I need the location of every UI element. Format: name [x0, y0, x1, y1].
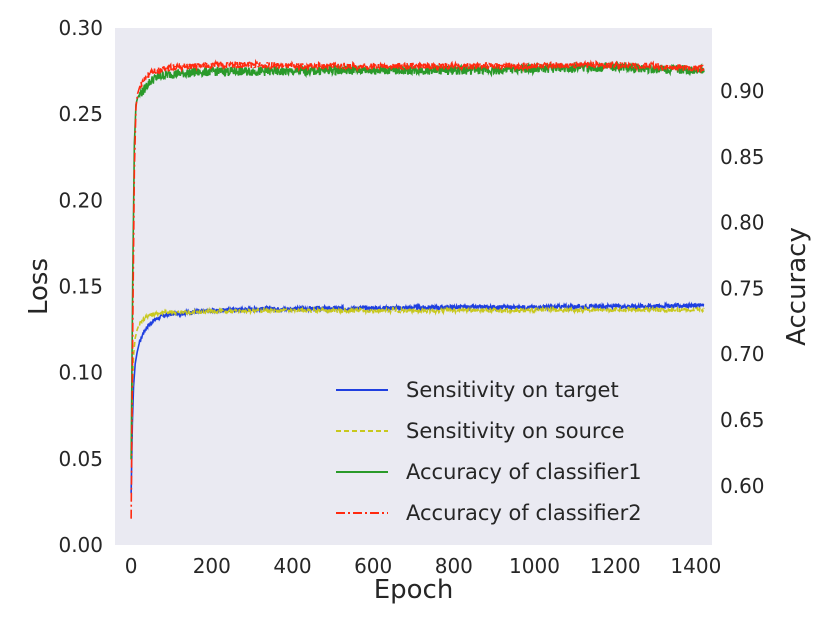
x-tick-label: 600	[354, 554, 392, 578]
legend: Sensitivity on target Sensitivity on sour…	[336, 378, 642, 525]
legend-label: Accuracy of classifier2	[406, 501, 642, 525]
y-left-tick-label: 0.15	[58, 275, 103, 299]
y-left-tick-label: 0.25	[58, 102, 103, 126]
legend-label: Sensitivity on source	[406, 419, 625, 443]
x-tick-label: 1000	[509, 554, 560, 578]
x-axis-label: Epoch	[374, 575, 454, 605]
y-axis-left-label: Loss	[24, 258, 54, 315]
y-left-tick-label: 0.10	[58, 361, 103, 385]
x-tick-label: 200	[193, 554, 231, 578]
y-left-tick-label: 0.05	[58, 447, 103, 471]
y-axis-right-label: Accuracy	[782, 227, 812, 346]
legend-label: Accuracy of classifier1	[406, 460, 642, 484]
x-tick-label: 1400	[670, 554, 721, 578]
y-right-tick-label: 0.85	[720, 145, 765, 169]
y-right-tick-label: 0.75	[720, 276, 765, 300]
x-tick-label: 400	[273, 554, 311, 578]
x-tick-label: 0	[125, 554, 138, 578]
y-left-tick-label: 0.20	[58, 188, 103, 212]
series-line	[130, 58, 705, 519]
ticks-layer: 0 200 400 600 800 1000 1200 1400 0.00 0.05 0.10 0.1…	[58, 16, 764, 578]
y-right-tick-label: 0.70	[720, 342, 765, 366]
y-left-tick-label: 0.30	[58, 16, 103, 40]
y-right-tick-label: 0.90	[720, 79, 765, 103]
x-tick-label: 1200	[590, 554, 641, 578]
y-right-tick-label: 0.80	[720, 211, 765, 235]
legend-label: Sensitivity on target	[406, 378, 619, 402]
y-right-tick-label: 0.65	[720, 408, 765, 432]
plot-area	[115, 28, 712, 545]
series-layer	[130, 58, 705, 519]
x-tick-label: 800	[435, 554, 473, 578]
y-right-tick-label: 0.60	[720, 474, 765, 498]
series-line	[130, 304, 705, 459]
y-left-tick-label: 0.00	[58, 533, 103, 557]
